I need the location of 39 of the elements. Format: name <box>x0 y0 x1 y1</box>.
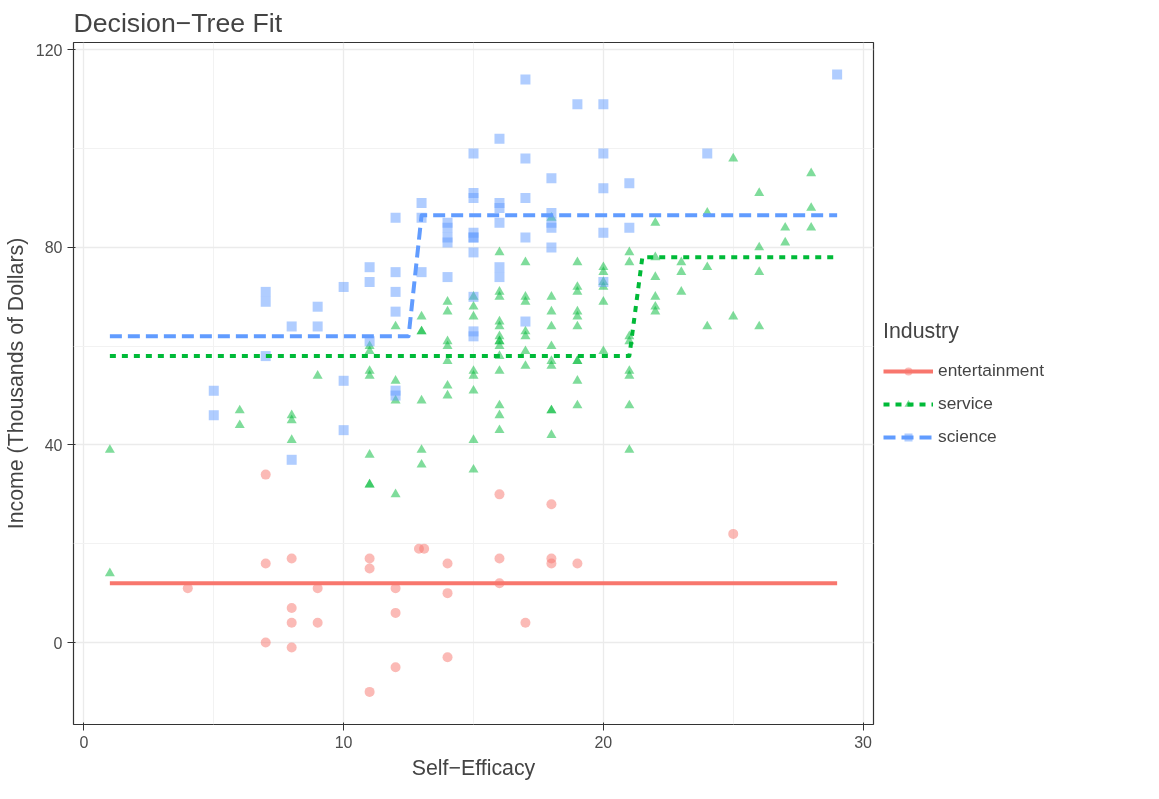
point <box>520 617 531 628</box>
point <box>546 499 557 510</box>
y-axis-title: Income (Thousands of Dollars) <box>3 237 28 530</box>
chart-title: Decision−Tree Fit <box>73 7 283 38</box>
point <box>442 652 453 663</box>
point <box>494 489 505 500</box>
y-tick-label: 0 <box>53 634 63 652</box>
point <box>260 637 271 648</box>
x-axis-title: Self−Efficacy <box>411 755 536 780</box>
point <box>546 558 557 569</box>
point <box>728 528 739 539</box>
point <box>312 617 323 628</box>
point <box>442 588 453 599</box>
point <box>260 469 271 480</box>
x-tick-label: 10 <box>334 733 353 751</box>
legend-title: Industry <box>883 319 960 344</box>
point <box>494 553 505 564</box>
legend-label: science <box>938 426 997 447</box>
point <box>364 553 375 564</box>
y-tick-label: 40 <box>44 436 63 454</box>
point <box>286 617 297 628</box>
point <box>286 642 297 653</box>
x-tick-label: 20 <box>594 733 613 751</box>
legend-label: service <box>938 393 993 414</box>
point <box>390 662 401 673</box>
x-tick-label: 30 <box>854 733 873 751</box>
point <box>364 686 375 697</box>
x-tick-label: 0 <box>79 733 89 751</box>
y-tick-label: 120 <box>35 41 63 59</box>
point <box>390 607 401 618</box>
point <box>364 563 375 574</box>
y-tick-label: 80 <box>44 239 63 257</box>
point <box>286 602 297 613</box>
legend-label: entertainment <box>938 360 1044 381</box>
point <box>442 558 453 569</box>
point <box>572 558 583 569</box>
point <box>419 543 430 554</box>
point <box>286 553 297 564</box>
point <box>260 558 271 569</box>
